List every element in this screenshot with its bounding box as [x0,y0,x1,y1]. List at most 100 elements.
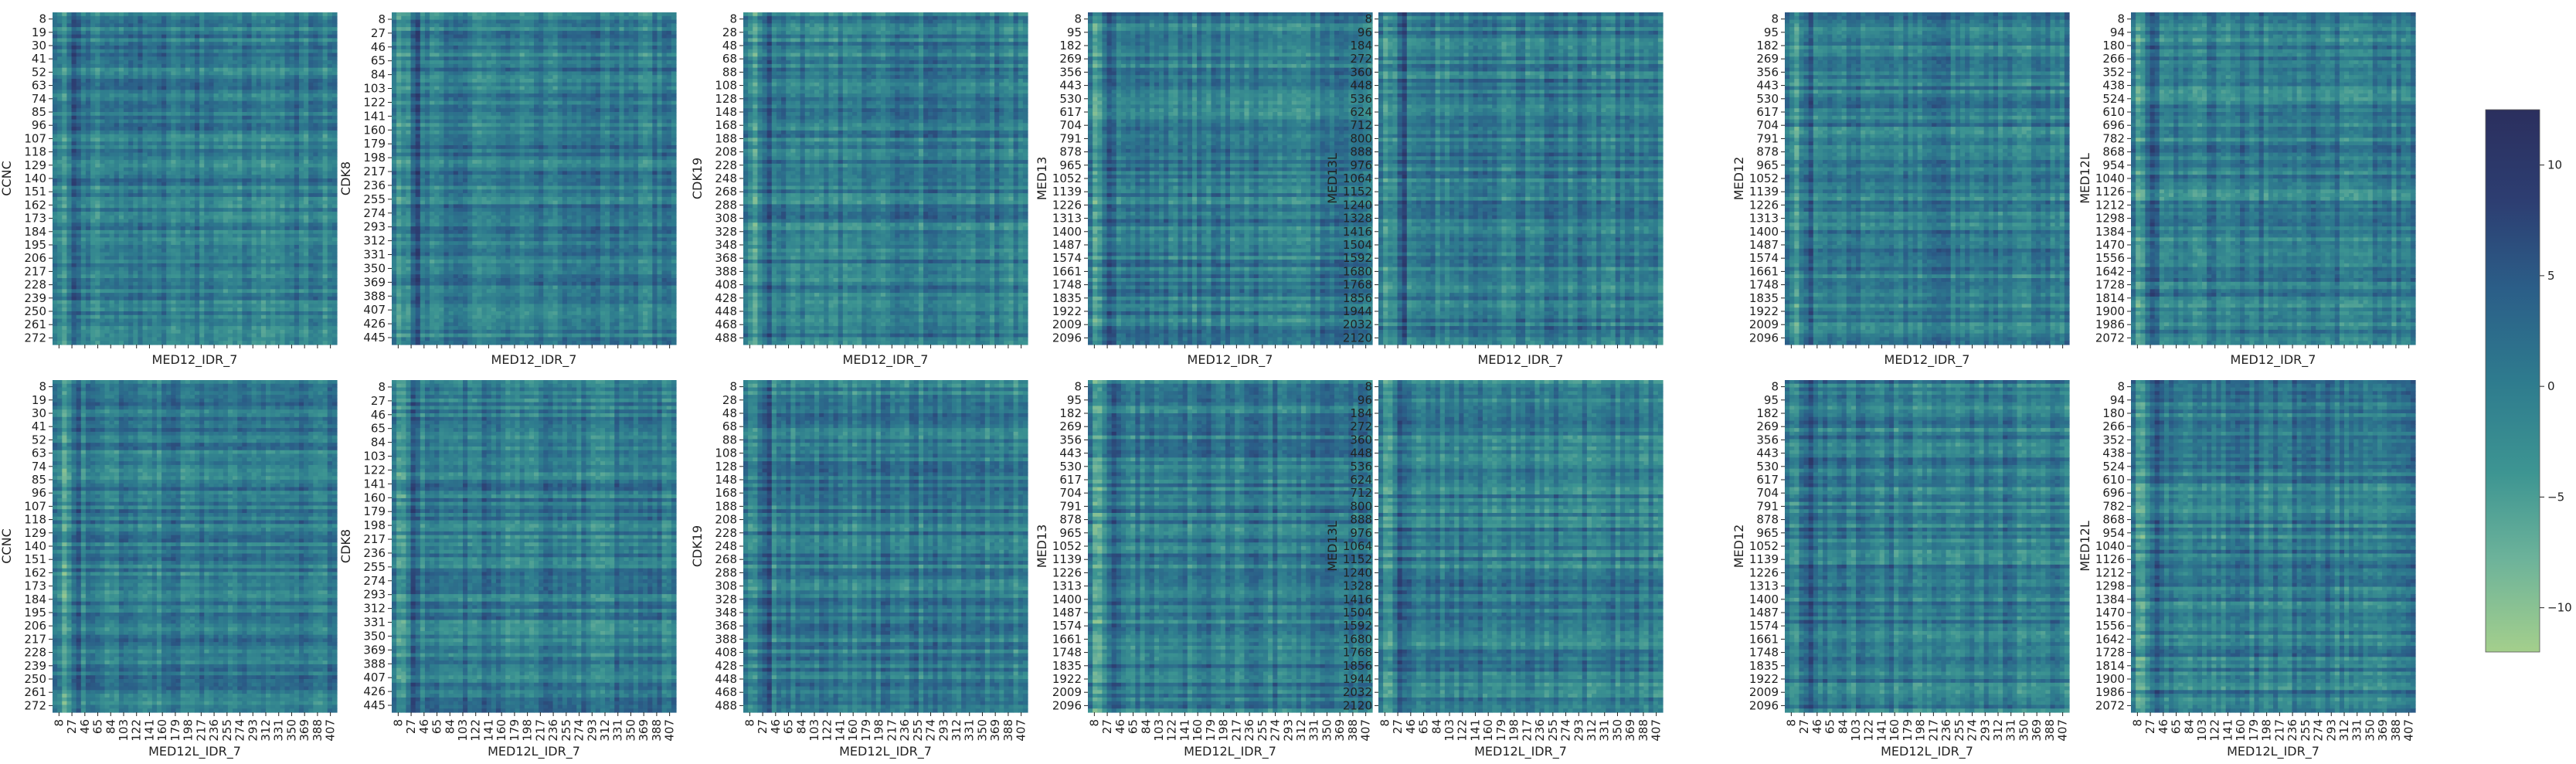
heatmap-cell [223,116,229,120]
heatmap-cell [246,35,252,39]
heatmap-cell [199,68,205,72]
heatmap-cell [148,56,153,60]
heatmap-cell [72,20,77,24]
heatmap-cell [237,101,243,105]
heatmap-cell [124,12,129,16]
heatmap-cell [313,83,318,87]
heatmap-cell [124,123,129,127]
heatmap-cell [81,35,87,39]
heatmap-cell [209,16,214,20]
heatmap-cell [53,134,58,138]
heatmap-cell [161,101,167,105]
heatmap-cell [318,75,323,79]
heatmap-cell [114,112,120,116]
heatmap-cell [81,12,87,16]
heatmap-cell [128,12,134,16]
heatmap-cell [161,97,167,101]
heatmap-cell [257,79,262,83]
heatmap-cell [175,16,181,20]
heatmap-cell [275,38,280,42]
heatmap-cell [290,87,295,90]
heatmap-cell [181,104,186,108]
heatmap-cell [66,35,72,39]
heatmap-cell [308,97,314,101]
heatmap-cell [285,90,291,93]
heatmap-cell [53,75,58,79]
heatmap-cell [138,42,143,46]
heatmap-cell [161,123,167,127]
heatmap-cell [119,20,124,24]
heatmap-cell [175,153,181,157]
heatmap-cell [270,27,276,31]
heatmap-cell [190,101,195,105]
heatmap-cell [214,138,219,141]
heatmap-cell [57,127,63,131]
heatmap-cell [95,35,100,39]
heatmap-cell [66,145,72,149]
heatmap-cell [175,108,181,112]
heatmap-cell [161,16,167,20]
heatmap-cell [128,138,134,141]
heatmap-cell [133,134,138,138]
heatmap-cell [290,104,295,108]
heatmap-cell [294,97,300,101]
heatmap-cell [53,83,58,87]
heatmap-cell [66,53,72,57]
heatmap-cell [228,134,233,138]
heatmap-cell [299,93,304,97]
heatmap-cell [246,23,252,27]
heatmap-cell [280,93,285,97]
heatmap-cell [199,31,205,35]
heatmap-cell [332,83,338,87]
heatmap-cell [237,16,243,20]
heatmap-cell [190,16,195,20]
heatmap-cell [157,46,162,49]
heatmap-cell [223,127,229,131]
heatmap-cell [199,38,205,42]
heatmap-cell [299,145,304,149]
heatmap-cell [304,127,309,131]
heatmap-cell [199,16,205,20]
heatmap-cell [257,145,262,149]
heatmap-cell [219,68,224,72]
heatmap-cell [223,38,229,42]
heatmap-cell [299,42,304,46]
heatmap-cell [119,42,124,46]
heatmap-cell [246,16,252,20]
heatmap-cell [86,138,91,141]
heatmap-cell [304,120,309,124]
heatmap-cell [95,31,100,35]
heatmap-cell [313,42,318,46]
heatmap-cell [95,138,100,141]
heatmap-cell [318,64,323,68]
heatmap-cell [157,120,162,124]
heatmap-cell [171,38,176,42]
heatmap-cell [261,108,267,112]
heatmap-cell [308,141,314,145]
heatmap-cell [148,27,153,31]
heatmap-cell [199,79,205,83]
heatmap-cell [270,31,276,35]
heatmap-cell [110,20,115,24]
heatmap-cell [332,131,338,134]
heatmap-cell [199,20,205,24]
heatmap-cell [72,112,77,116]
heatmap-cell [86,104,91,108]
heatmap-cell [228,46,233,49]
heatmap-cell [90,104,96,108]
heatmap-cell [304,35,309,39]
heatmap-cell [275,93,280,97]
heatmap-cell [104,16,110,20]
heatmap-cell [209,127,214,131]
heatmap-cell [332,101,338,105]
heatmap-cell [257,60,262,64]
heatmap-cell [95,120,100,124]
heatmap-cell [214,97,219,101]
heatmap-cell [242,64,247,68]
heatmap-cell [53,60,58,64]
heatmap-cell [138,116,143,120]
heatmap-cell [95,64,100,68]
heatmap-cell [100,71,105,75]
heatmap-cell [323,60,328,64]
heatmap-cell [237,138,243,141]
